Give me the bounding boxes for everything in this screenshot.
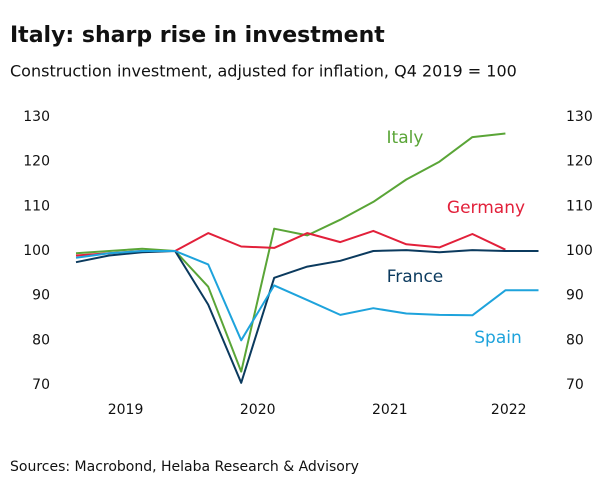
y-tick-label: 130 xyxy=(23,109,50,125)
series-line xyxy=(75,249,539,384)
x-tick-label: 2022 xyxy=(491,402,527,418)
y-tick-label: 80 xyxy=(32,332,50,348)
y2-tick-label: 120 xyxy=(566,154,593,170)
y2-tick-label: 100 xyxy=(566,243,593,259)
chart-subtitle: Construction investment, adjusted for in… xyxy=(10,62,517,81)
y-tick-label: 90 xyxy=(32,288,50,304)
series-label: Italy xyxy=(387,128,424,148)
y2-tick-label: 110 xyxy=(566,198,593,214)
y-tick-label: 120 xyxy=(23,154,50,170)
y-tick-label: 100 xyxy=(23,243,50,259)
y2-tick-label: 80 xyxy=(566,332,584,348)
y-tick-label: 70 xyxy=(32,377,50,393)
x-tick-label: 2020 xyxy=(240,402,276,418)
y-tick-label: 110 xyxy=(23,198,50,214)
y2-tick-label: 70 xyxy=(566,377,584,393)
y2-tick-label: 90 xyxy=(566,288,584,304)
series-label: Spain xyxy=(474,328,522,348)
series-label: Germany xyxy=(447,198,525,218)
series-line xyxy=(75,132,506,373)
y2-tick-label: 130 xyxy=(566,109,593,125)
chart-title: Italy: sharp rise in investment xyxy=(10,23,385,48)
source-note: Sources: Macrobond, Helaba Research & Ad… xyxy=(10,459,359,475)
x-tick-label: 2019 xyxy=(108,402,144,418)
series-line xyxy=(75,250,539,342)
x-tick-label: 2021 xyxy=(372,402,408,418)
series-label: France xyxy=(387,267,444,287)
